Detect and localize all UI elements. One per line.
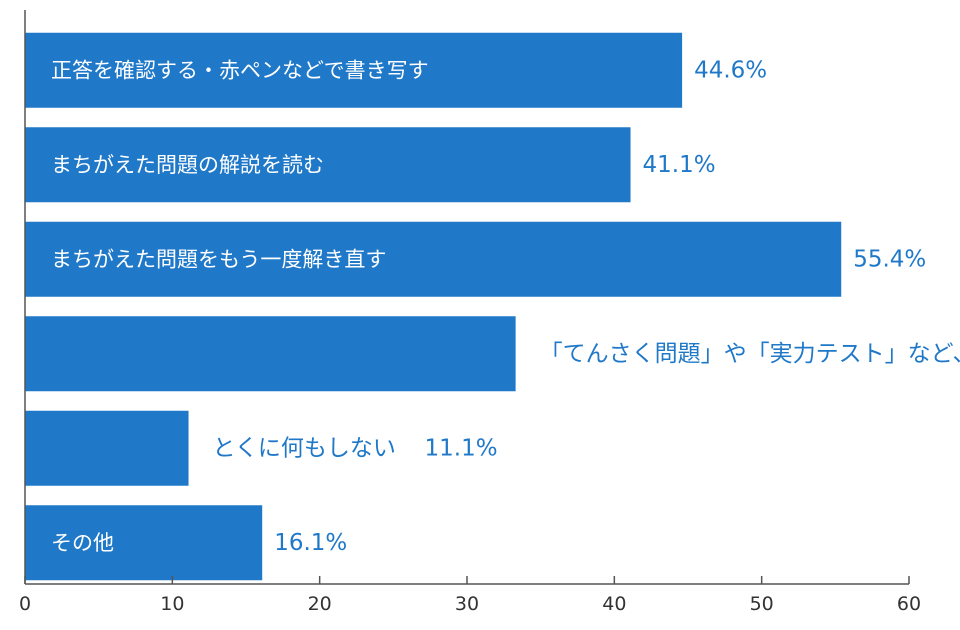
category-label: 「てんさく問題」や「実力テスト」など、同じ単元の異なる問題を解くことで理解してい… — [540, 341, 960, 367]
x-axis: 0 10 20 30 40 50 60 — [19, 10, 921, 615]
x-tick-label: 10 — [160, 593, 184, 615]
value-label: 41.1% — [643, 152, 716, 178]
bar — [25, 505, 263, 581]
value-label: 44.6% — [694, 57, 767, 83]
value-label: 16.1% — [274, 530, 347, 556]
x-tick-label: 40 — [602, 593, 626, 615]
bar — [25, 316, 516, 392]
bar — [25, 32, 683, 108]
value-label: 11.1% — [425, 435, 498, 461]
bars-layer — [25, 32, 842, 581]
category-label: まちがえた問題をもう一度解き直す — [51, 247, 386, 271]
x-tick-label: 0 — [19, 593, 31, 615]
category-label: とくに何もしない — [213, 435, 396, 461]
x-tick-label: 50 — [750, 593, 774, 615]
x-tick-label: 20 — [308, 593, 332, 615]
bar — [25, 127, 631, 203]
value-label: 55.4% — [853, 246, 926, 272]
category-label: その他 — [51, 531, 114, 555]
category-label: 正答を確認する・赤ペンなどで書き写す — [51, 58, 429, 82]
category-label: まちがえた問題の解説を読む — [51, 153, 324, 177]
x-tick-label: 30 — [455, 593, 479, 615]
labels-layer: 正答を確認する・赤ペンなどで書き写す 44.6% まちがえた問題の解説を読む 41.1… — [51, 57, 960, 556]
bar — [25, 410, 189, 486]
bar — [25, 221, 842, 297]
x-tick-label: 60 — [897, 593, 921, 615]
